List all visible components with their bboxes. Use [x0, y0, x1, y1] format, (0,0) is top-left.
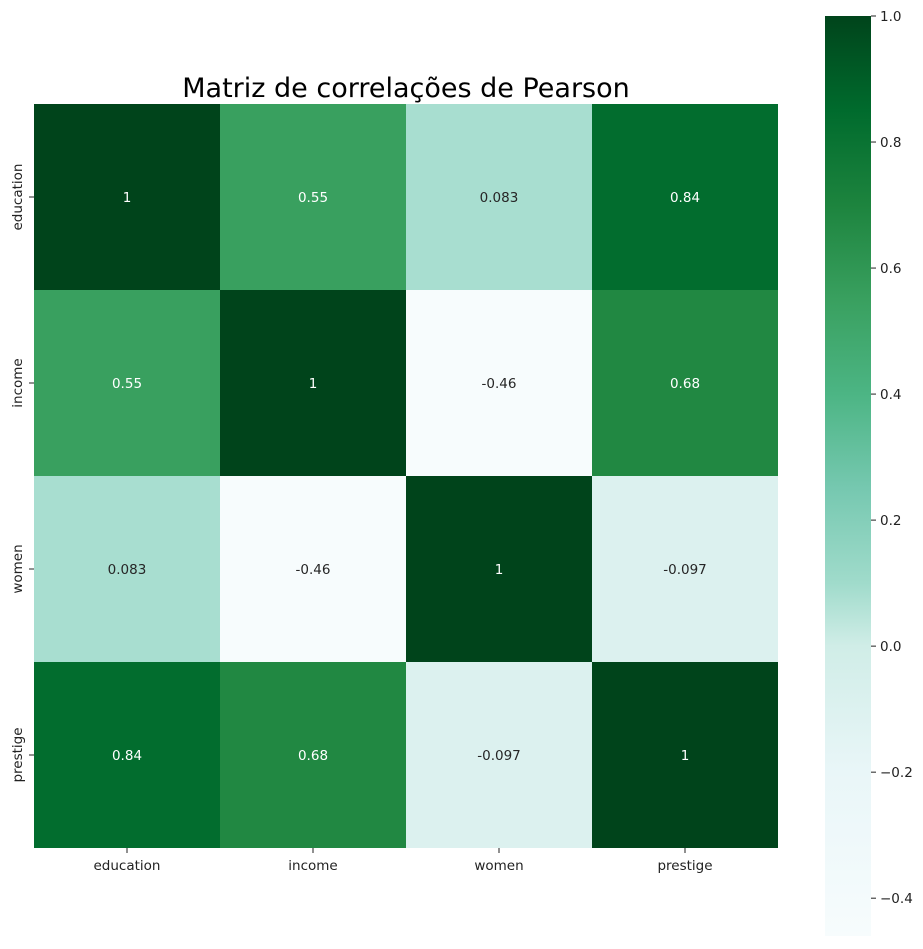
- cell-value-label: 0.083: [108, 562, 147, 578]
- cell-value-label: 0.68: [298, 748, 328, 764]
- y-tick-label-education: education: [10, 164, 26, 231]
- heatmap-cell-women-women: [406, 476, 592, 662]
- chart-title: Matriz de correlações de Pearson: [182, 73, 630, 104]
- cell-value-label: 1: [309, 376, 318, 392]
- cell-value-label: 0.083: [480, 190, 519, 206]
- cell-value-label: 1: [123, 190, 132, 206]
- cell-value-label: -0.097: [477, 748, 521, 764]
- colorbar-tick-label: −0.2: [880, 765, 913, 781]
- cell-value-label: -0.46: [296, 562, 331, 578]
- colorbar-tick-label: 0.0: [880, 639, 901, 655]
- heatmap-cell-education-women: [406, 104, 592, 290]
- cell-value-label: -0.097: [663, 562, 707, 578]
- cell-value-label: 0.84: [112, 748, 142, 764]
- y-tick-label-prestige: prestige: [10, 727, 26, 782]
- colorbar-tick-label: 0.6: [880, 261, 901, 277]
- heatmap-cell-education-income: [220, 104, 406, 290]
- colorbar-tick-label: 0.2: [880, 513, 901, 529]
- colorbar-tick-label: 0.8: [880, 135, 901, 151]
- x-tick-label-women: women: [474, 858, 523, 874]
- y-tick-label-income: income: [10, 358, 26, 407]
- colorbar-tick-label: 1.0: [880, 9, 901, 25]
- heatmap-cell-women-education: [34, 476, 220, 662]
- cell-value-label: 0.55: [298, 190, 328, 206]
- colorbar-tick-label: −0.4: [880, 891, 913, 907]
- cell-value-label: 1: [681, 748, 690, 764]
- heatmap-cell-income-education: [34, 290, 220, 476]
- heatmap-cell-income-income: [220, 290, 406, 476]
- cell-value-label: 0.84: [670, 190, 700, 206]
- colorbar-tick-label: 0.4: [880, 387, 901, 403]
- heatmap-cell-income-prestige: [592, 290, 778, 476]
- heatmap-cell-prestige-women: [406, 662, 592, 848]
- x-tick-label-income: income: [288, 858, 337, 874]
- x-tick-label-prestige: prestige: [657, 858, 712, 874]
- heatmap-cell-prestige-income: [220, 662, 406, 848]
- colorbar: 1.0 0.8 0.6 0.4 0.2 0.0 −0.2 −0.4: [825, 9, 913, 936]
- heatmap-cell-prestige-prestige: [592, 662, 778, 848]
- x-axis: education income women prestige: [94, 848, 713, 874]
- heatmap-cell-income-women: [406, 290, 592, 476]
- heatmap-cell-women-prestige: [592, 476, 778, 662]
- heatmap-cells: 1 0.55 0.083 0.84 0.55 1 -0.46 0.68 0.083 -0.46 1 -…: [34, 104, 778, 848]
- cell-value-label: 0.55: [112, 376, 142, 392]
- heatmap-cell-women-income: [220, 476, 406, 662]
- colorbar-gradient: [825, 16, 871, 936]
- cell-value-label: 0.68: [670, 376, 700, 392]
- x-tick-label-education: education: [94, 858, 161, 874]
- y-axis: education income women prestige: [10, 164, 34, 783]
- cell-value-label: 1: [495, 562, 504, 578]
- heatmap-cell-prestige-education: [34, 662, 220, 848]
- cell-value-label: -0.46: [482, 376, 517, 392]
- y-tick-label-women: women: [10, 544, 26, 593]
- heatmap-cell-education-education: [34, 104, 220, 290]
- heatmap-cell-education-prestige: [592, 104, 778, 290]
